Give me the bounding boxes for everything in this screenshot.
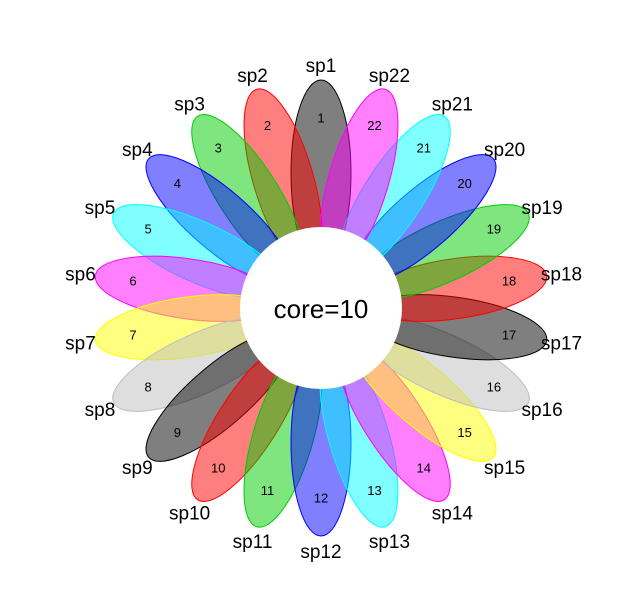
sample-label-sp20: sp20 bbox=[484, 140, 525, 161]
petal-count-sp14: 14 bbox=[416, 460, 430, 475]
petal-count-sp1: 1 bbox=[317, 111, 324, 126]
petal-count-sp3: 3 bbox=[215, 141, 222, 156]
petal-count-sp4: 4 bbox=[174, 176, 181, 191]
sample-label-sp1: sp1 bbox=[306, 56, 337, 77]
sample-label-sp9: sp9 bbox=[122, 458, 153, 479]
sample-label-sp15: sp15 bbox=[484, 458, 525, 479]
sample-label-sp18: sp18 bbox=[541, 264, 582, 285]
petal-count-sp19: 19 bbox=[487, 222, 501, 237]
petal-count-sp17: 17 bbox=[502, 328, 516, 343]
sample-label-sp12: sp12 bbox=[300, 542, 341, 563]
petal-count-sp12: 12 bbox=[314, 491, 328, 506]
sample-label-sp8: sp8 bbox=[85, 400, 116, 421]
core-circle bbox=[240, 227, 402, 389]
petal-count-sp7: 7 bbox=[129, 328, 136, 343]
sample-labels-layer: sp1 sp2 sp3 sp4 sp5 sp6 sp7 sp8 sp9 sp10 sp11 sp12 s… bbox=[65, 56, 582, 563]
sample-label-sp4: sp4 bbox=[122, 140, 153, 161]
sample-label-sp21: sp21 bbox=[432, 95, 473, 116]
sample-label-sp3: sp3 bbox=[174, 95, 205, 116]
petal-count-sp10: 10 bbox=[211, 460, 225, 475]
petal-count-sp6: 6 bbox=[129, 273, 136, 288]
sample-label-sp2: sp2 bbox=[237, 66, 268, 87]
petal-count-sp16: 16 bbox=[487, 379, 501, 394]
petals-layer bbox=[94, 79, 548, 537]
sample-label-sp16: sp16 bbox=[521, 400, 562, 421]
core-label: core=10 bbox=[274, 294, 369, 324]
petal-count-sp13: 13 bbox=[367, 483, 381, 498]
petal-count-sp20: 20 bbox=[457, 176, 471, 191]
petal-count-sp11: 11 bbox=[261, 483, 275, 498]
petal-count-sp8: 8 bbox=[145, 379, 152, 394]
sample-label-sp13: sp13 bbox=[369, 532, 410, 553]
sample-label-sp14: sp14 bbox=[432, 503, 474, 524]
petal-count-sp5: 5 bbox=[145, 222, 152, 237]
petal-count-sp2: 2 bbox=[264, 118, 271, 133]
sample-label-sp6: sp6 bbox=[65, 264, 96, 285]
sample-label-sp7: sp7 bbox=[65, 334, 96, 355]
petal-count-sp18: 18 bbox=[502, 273, 516, 288]
sample-label-sp10: sp10 bbox=[169, 503, 210, 524]
sample-label-sp17: sp17 bbox=[541, 334, 582, 355]
sample-label-sp22: sp22 bbox=[369, 66, 410, 87]
petal-count-sp15: 15 bbox=[457, 425, 471, 440]
sample-label-sp19: sp19 bbox=[521, 198, 562, 219]
petal-count-sp9: 9 bbox=[174, 425, 181, 440]
petal-count-sp21: 21 bbox=[416, 141, 430, 156]
sample-label-sp5: sp5 bbox=[85, 198, 116, 219]
petal-count-sp22: 22 bbox=[367, 118, 381, 133]
sample-label-sp11: sp11 bbox=[233, 532, 273, 553]
